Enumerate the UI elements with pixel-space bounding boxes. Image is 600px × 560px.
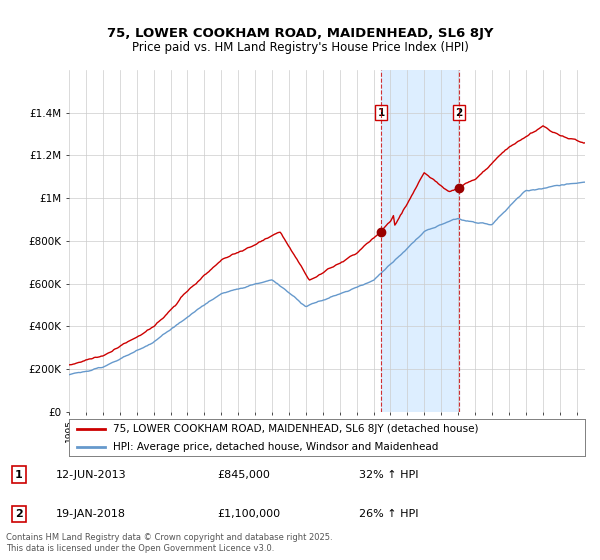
- Text: 26% ↑ HPI: 26% ↑ HPI: [359, 509, 418, 519]
- Text: HPI: Average price, detached house, Windsor and Maidenhead: HPI: Average price, detached house, Wind…: [113, 442, 438, 452]
- Bar: [381, 70, 459, 412]
- Text: 75, LOWER COOKHAM ROAD, MAIDENHEAD, SL6 8JY: 75, LOWER COOKHAM ROAD, MAIDENHEAD, SL6 …: [107, 27, 493, 40]
- Text: Price paid vs. HM Land Registry's House Price Index (HPI): Price paid vs. HM Land Registry's House …: [131, 40, 469, 54]
- Text: 2: 2: [455, 108, 463, 118]
- Text: £1,100,000: £1,100,000: [218, 509, 281, 519]
- Text: 32% ↑ HPI: 32% ↑ HPI: [359, 470, 418, 479]
- Text: £845,000: £845,000: [218, 470, 271, 479]
- Text: 12-JUN-2013: 12-JUN-2013: [56, 470, 127, 479]
- Text: 1: 1: [15, 470, 23, 479]
- Text: 1: 1: [377, 108, 385, 118]
- Text: Contains HM Land Registry data © Crown copyright and database right 2025.
This d: Contains HM Land Registry data © Crown c…: [6, 533, 332, 553]
- Text: 2: 2: [15, 509, 23, 519]
- Text: 75, LOWER COOKHAM ROAD, MAIDENHEAD, SL6 8JY (detached house): 75, LOWER COOKHAM ROAD, MAIDENHEAD, SL6 …: [113, 424, 478, 435]
- Text: 19-JAN-2018: 19-JAN-2018: [56, 509, 126, 519]
